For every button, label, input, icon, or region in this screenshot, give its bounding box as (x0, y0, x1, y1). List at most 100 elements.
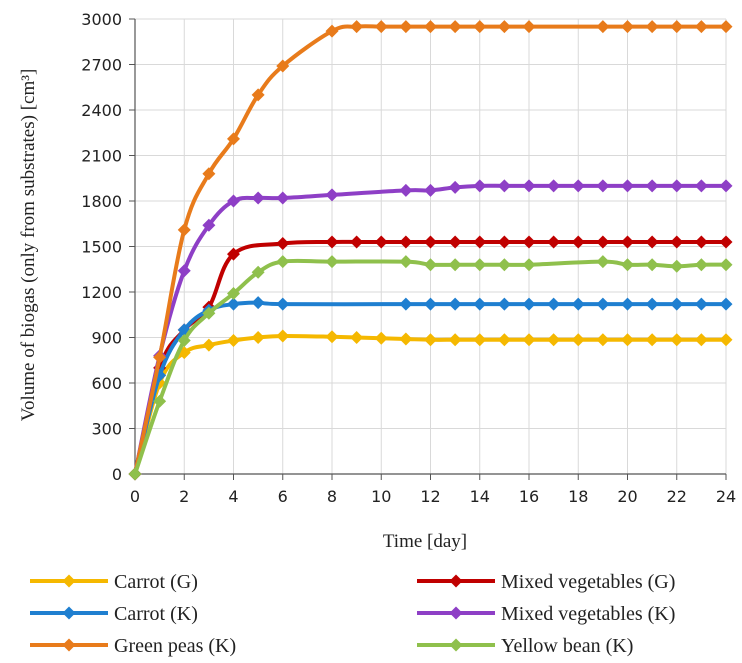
data-point (596, 235, 610, 249)
data-point (522, 235, 536, 249)
data-point (325, 255, 339, 269)
y-tick-label: 0 (112, 465, 122, 484)
data-point (177, 223, 191, 237)
data-point (399, 255, 413, 269)
data-point (473, 235, 487, 249)
data-point (448, 235, 462, 249)
data-point (325, 235, 339, 249)
data-point (153, 350, 167, 364)
y-tick-label: 900 (91, 329, 122, 348)
data-point (571, 179, 585, 193)
y-tick-labels: 0 300 600 900 1200 1500 1800 2100 2400 2700 3000 (81, 10, 122, 484)
data-point (694, 179, 708, 193)
data-point (694, 235, 708, 249)
data-point (571, 297, 585, 311)
data-point (719, 258, 733, 272)
data-point (374, 20, 388, 34)
data-point (177, 334, 191, 348)
data-point (227, 297, 240, 311)
data-point (424, 235, 437, 249)
data-point (276, 236, 290, 250)
data-point (350, 331, 364, 344)
data-point (424, 258, 437, 272)
data-point (621, 297, 634, 311)
y-tick-label: 2100 (81, 147, 122, 166)
data-point (670, 297, 684, 311)
data-point (424, 297, 437, 311)
x-tick-label: 4 (228, 487, 238, 506)
data-point (547, 333, 561, 347)
x-tick-label: 18 (568, 487, 588, 506)
data-series (128, 20, 733, 481)
x-axis-title: Time [day] (383, 531, 467, 552)
data-point (497, 20, 511, 34)
y-tick-label: 1200 (81, 283, 122, 302)
data-point (276, 297, 290, 311)
data-point (621, 258, 634, 272)
axes (129, 18, 727, 480)
data-point (719, 20, 733, 34)
x-tick-label: 12 (420, 487, 440, 506)
data-point (399, 183, 413, 197)
legend-label: Yellow bean (K) (501, 635, 633, 657)
data-point (596, 20, 610, 34)
data-point (251, 265, 265, 279)
legend-swatch-marker (449, 638, 463, 652)
data-point (670, 333, 684, 347)
data-point (276, 191, 290, 205)
data-point (177, 264, 191, 278)
x-tick-label: 16 (519, 487, 539, 506)
data-point (522, 179, 536, 193)
data-point (645, 258, 659, 272)
data-point (694, 20, 708, 34)
legend-item: Carrot (K) (30, 603, 198, 625)
data-point (251, 296, 265, 310)
data-point (227, 132, 240, 146)
data-point (448, 297, 462, 311)
data-point (202, 338, 216, 352)
data-point (694, 333, 708, 347)
legend-item: Mixed vegetables (K) (417, 603, 675, 625)
series-green-peas-k (128, 20, 733, 481)
x-tick-label: 22 (667, 487, 687, 506)
data-point (522, 297, 536, 311)
data-point (670, 20, 684, 34)
data-point (522, 333, 536, 347)
data-point (325, 188, 339, 202)
data-point (497, 235, 511, 249)
data-point (399, 332, 413, 346)
data-point (497, 333, 511, 347)
legend-swatch-marker (62, 574, 76, 588)
legend-item: Mixed vegetables (G) (417, 571, 675, 593)
data-point (448, 333, 462, 347)
data-point (473, 297, 487, 311)
data-point (547, 179, 561, 193)
y-axis-title: Volume of biogas (only from substrates) … (18, 69, 39, 422)
data-point (719, 333, 733, 347)
data-point (350, 20, 364, 34)
data-point (621, 235, 634, 249)
data-point (399, 297, 413, 311)
data-point (596, 179, 610, 193)
data-point (645, 179, 659, 193)
legend-label: Mixed vegetables (K) (501, 603, 675, 625)
x-tick-label: 24 (716, 487, 736, 506)
data-point (227, 247, 240, 261)
data-point (694, 258, 708, 272)
legend-label: Green peas (K) (114, 635, 236, 657)
legend-item: Green peas (K) (30, 635, 236, 657)
x-tick-label: 10 (371, 487, 391, 506)
data-point (399, 235, 413, 249)
data-point (719, 235, 733, 249)
data-point (227, 287, 240, 301)
legend-swatch-marker (449, 606, 463, 620)
data-point (670, 259, 684, 273)
data-point (670, 179, 684, 193)
x-tick-label: 0 (130, 487, 140, 506)
data-point (153, 394, 167, 408)
legend-label: Mixed vegetables (G) (501, 571, 675, 593)
data-point (227, 334, 240, 348)
data-point (276, 59, 290, 73)
data-point (621, 20, 634, 34)
legend-swatch-marker (449, 574, 463, 588)
